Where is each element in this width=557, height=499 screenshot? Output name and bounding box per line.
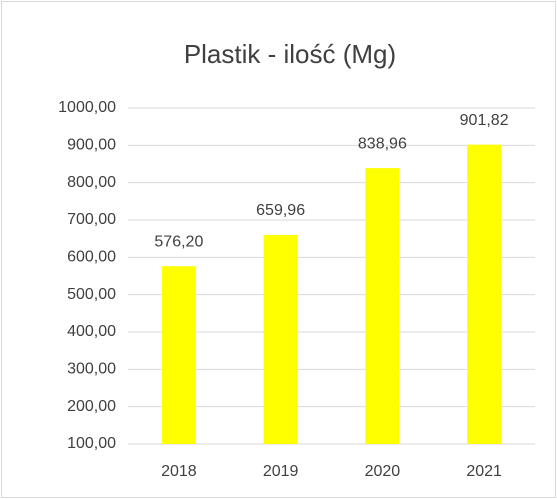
y-tick-label: 500,00	[67, 286, 116, 303]
x-tick-label: 2018	[161, 463, 197, 480]
y-tick-label: 400,00	[67, 323, 116, 340]
y-tick-label: 800,00	[67, 174, 116, 191]
y-tick-label: 700,00	[67, 211, 116, 228]
bar	[161, 266, 196, 444]
y-tick-label: 300,00	[67, 361, 116, 378]
y-tick-label: 200,00	[67, 398, 116, 415]
value-label: 659,96	[256, 202, 305, 219]
x-tick-label: 2020	[365, 463, 401, 480]
value-label: 901,82	[460, 112, 509, 129]
y-tick-label: 100,00	[67, 435, 116, 452]
value-label: 576,20	[154, 233, 203, 250]
bar	[467, 144, 502, 444]
x-tick-label: 2019	[263, 463, 299, 480]
chart-title: Plastik - ilość (Mg)	[184, 39, 396, 69]
x-tick-label: 2021	[466, 463, 502, 480]
bar	[263, 234, 298, 444]
bar	[365, 168, 400, 445]
y-tick-label: 900,00	[67, 137, 116, 154]
value-label: 838,96	[358, 135, 407, 152]
y-tick-label: 600,00	[67, 249, 116, 266]
y-tick-label: 1000,00	[58, 99, 116, 116]
